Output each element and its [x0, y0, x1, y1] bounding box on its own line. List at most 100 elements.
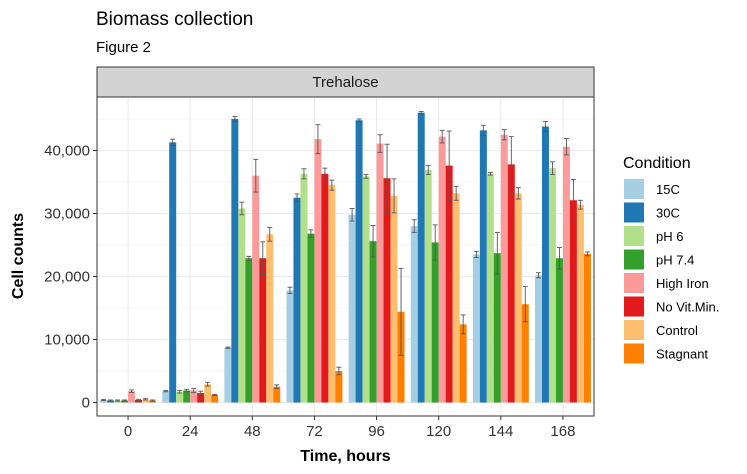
- error-bar: [563, 138, 569, 156]
- error-bar: [363, 173, 369, 179]
- error-bar: [253, 158, 259, 193]
- bar: [376, 143, 384, 403]
- bar: [245, 258, 253, 403]
- bar: [362, 176, 370, 403]
- legend: Condition 15C 30C pH 6 pH 7.4 High Iron No Vi…: [623, 155, 719, 364]
- error-bar: [274, 384, 280, 390]
- bar: [397, 311, 405, 403]
- bar: [452, 193, 460, 403]
- bar: [135, 399, 143, 403]
- error-bar: [522, 286, 528, 323]
- error-bar: [536, 272, 541, 279]
- legend-swatch: [624, 343, 644, 364]
- y-tick-label: 20,000: [44, 269, 90, 286]
- bar: [486, 173, 494, 403]
- bar: [128, 391, 136, 403]
- legend-swatch: [624, 179, 644, 199]
- error-bar: [494, 231, 500, 275]
- bar: [335, 371, 343, 403]
- bar: [479, 130, 487, 403]
- error-bar: [418, 110, 424, 115]
- error-bar: [308, 229, 314, 238]
- error-bar: [391, 178, 397, 214]
- bar: [293, 197, 301, 403]
- error-bar: [432, 224, 438, 261]
- legend-title: Condition: [623, 155, 691, 172]
- error-bar: [122, 399, 128, 402]
- error-bar: [191, 388, 197, 393]
- bar: [541, 126, 549, 403]
- error-bar: [267, 226, 273, 242]
- error-bar: [543, 121, 548, 133]
- error-bar: [136, 398, 141, 402]
- legend-item-label: No Vit.Min.: [656, 300, 719, 315]
- bar: [445, 165, 453, 403]
- error-bar: [370, 225, 376, 258]
- bar: [562, 146, 570, 403]
- bar: [259, 258, 267, 403]
- bar: [328, 185, 336, 403]
- bar: [555, 258, 563, 403]
- bar: [514, 193, 522, 403]
- x-tick-label: 96: [368, 423, 385, 440]
- bar: [286, 290, 294, 403]
- legend-item-label: pH 7.4: [656, 253, 694, 268]
- error-bar: [225, 346, 231, 349]
- error-bar: [205, 381, 211, 387]
- legend-swatch: [624, 296, 644, 317]
- error-bar: [556, 247, 562, 270]
- facet-strip: Trehalose: [96, 66, 595, 98]
- bar: [300, 173, 308, 403]
- error-bar: [322, 167, 328, 180]
- bar: [500, 134, 508, 403]
- error-bar: [198, 390, 204, 396]
- error-bar: [129, 389, 135, 393]
- bar: [348, 214, 356, 403]
- bar: [576, 204, 584, 403]
- bar: [548, 168, 556, 403]
- bar: [162, 391, 170, 403]
- bar: [521, 304, 529, 403]
- legend-swatch: [624, 249, 644, 270]
- error-bar: [460, 314, 466, 335]
- error-bar: [294, 193, 300, 202]
- error-bar: [184, 388, 190, 393]
- bar: [321, 173, 329, 403]
- x-tick-label: 120: [426, 423, 451, 440]
- bar: [569, 200, 577, 403]
- error-bar: [115, 399, 121, 402]
- bar: [355, 120, 363, 403]
- error-bar: [143, 398, 148, 401]
- x-axis-title: Time, hours: [300, 448, 390, 465]
- bar: [224, 347, 232, 403]
- bar: [204, 384, 212, 403]
- facet-label: Trehalose: [312, 74, 378, 91]
- error-bar: [501, 129, 507, 141]
- bar: [183, 390, 191, 403]
- x-tick-label: 72: [306, 423, 323, 440]
- error-bar: [570, 179, 576, 222]
- x-tick-label: 168: [550, 423, 575, 440]
- x-axis: 0 24 48 72 96 120 144 168: [124, 416, 575, 440]
- error-bar: [577, 199, 583, 210]
- legend-item-label: Stagnant: [656, 347, 708, 362]
- chart-subtitle: Figure 2: [96, 39, 151, 56]
- legend-item-label: 30C: [656, 206, 680, 221]
- bar: [176, 391, 184, 403]
- error-bar: [170, 138, 176, 146]
- plot-panel: [96, 96, 595, 417]
- bar: [190, 390, 198, 403]
- error-bar: [212, 393, 218, 397]
- error-bar: [336, 366, 342, 376]
- y-tick-label: 30,000: [44, 206, 90, 223]
- legend-item-label: pH 6: [656, 229, 683, 244]
- error-bar: [550, 161, 555, 175]
- bar: [266, 234, 274, 403]
- legend-swatch: [624, 320, 644, 340]
- error-bar: [446, 130, 452, 201]
- x-tick-label: 48: [244, 423, 261, 440]
- error-bars: [101, 110, 590, 402]
- bar: [390, 195, 398, 403]
- bar: [307, 233, 315, 403]
- legend-item-label: 15C: [656, 182, 680, 197]
